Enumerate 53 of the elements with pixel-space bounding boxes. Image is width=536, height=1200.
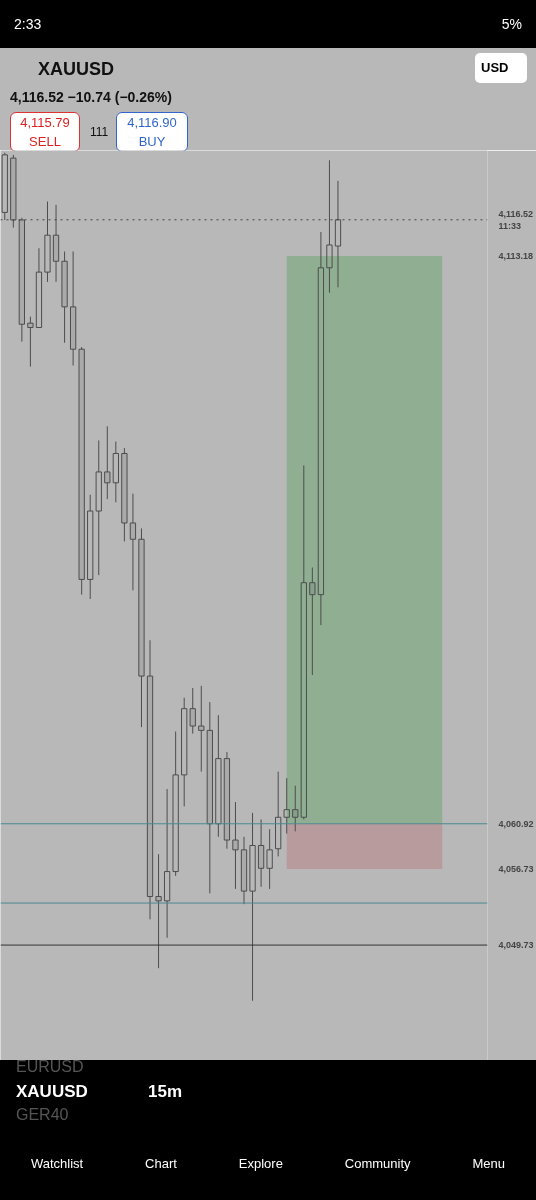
candlestick <box>121 447 128 542</box>
candlestick <box>249 812 256 1002</box>
candlestick <box>181 697 188 807</box>
candlestick <box>206 701 213 894</box>
candlestick <box>95 439 102 576</box>
text: XAUUSD <box>16 1081 88 1103</box>
candlestick <box>215 714 222 838</box>
candlestick <box>155 853 162 969</box>
text: Watchlist <box>30 1155 84 1173</box>
candlestick <box>189 687 196 735</box>
y-tick-label: 4,056.73 <box>498 864 534 875</box>
y-tick-label: 4,049.73 <box>498 940 534 951</box>
text: 4,115.79 <box>20 115 70 130</box>
chart-subtitle: 4,116.52 −10.74 (−0.26%) <box>10 88 172 107</box>
candlestick <box>69 250 77 367</box>
candlestick <box>223 751 231 850</box>
text: Menu <box>472 1155 505 1173</box>
candlestick <box>283 777 290 835</box>
y-tick-label: 4,116.52 11:33 <box>498 208 534 231</box>
chart-title: XAUUSD <box>38 58 115 81</box>
candlestick <box>172 730 179 877</box>
candlestick <box>87 494 94 600</box>
candlestick <box>240 836 248 905</box>
candlestick <box>129 493 137 591</box>
text: 5% <box>501 15 522 34</box>
candlestick <box>317 231 325 626</box>
text: BUY <box>138 134 166 149</box>
text: 15m <box>148 1081 183 1103</box>
candlestick <box>198 685 205 773</box>
text: SELL <box>29 134 61 149</box>
text: Community <box>344 1155 411 1173</box>
candlestick <box>146 639 154 920</box>
annotation: EURUSD <box>16 1057 84 1077</box>
candlestick <box>138 527 145 728</box>
candlestick <box>232 801 239 890</box>
text: 111 <box>90 124 109 141</box>
candlestick <box>257 818 265 888</box>
text: Chart <box>145 1155 177 1173</box>
y-tick-label: 4,060.92 <box>498 818 534 829</box>
candlestick <box>163 788 171 939</box>
candlestick <box>309 566 316 676</box>
candlestick <box>112 441 119 503</box>
y-tick-label: 4,113.18 <box>498 251 534 262</box>
candlestick <box>292 785 299 832</box>
candlestick <box>104 425 111 500</box>
text: GER40 <box>16 1105 69 1125</box>
text: USD <box>475 53 527 83</box>
candlestick <box>78 346 85 596</box>
text: Explore <box>238 1155 283 1173</box>
text: 4,116.90 <box>127 115 177 130</box>
candlestick <box>266 828 273 890</box>
candlestick <box>61 250 68 344</box>
text: 2:33 <box>14 15 42 34</box>
